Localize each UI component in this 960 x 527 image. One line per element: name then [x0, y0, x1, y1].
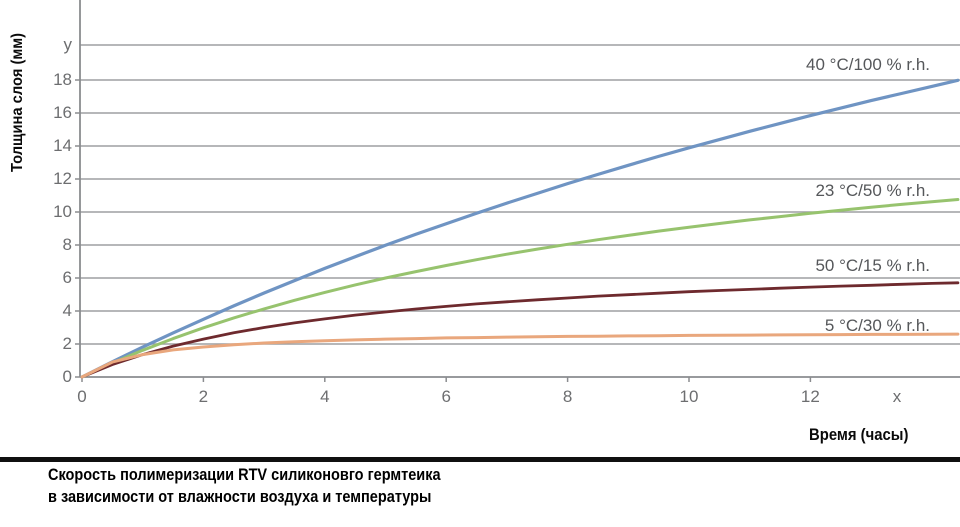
curve-3: [80, 332, 960, 379]
caption: Скорость полимеризации RTV силиконовго г…: [48, 464, 441, 508]
x-axis-end-symbol: x: [892, 387, 902, 406]
y-tick-label: 6: [62, 268, 72, 287]
y-tick-label: 14: [53, 136, 72, 155]
y-axis-end-symbol: y: [63, 35, 73, 54]
x-tick-label: 4: [320, 387, 330, 406]
y-tick-label: 4: [62, 301, 72, 320]
series-label-40c-100rh: 40 °C/100 % r.h.: [806, 55, 930, 74]
curve-2: [80, 281, 960, 379]
divider-rule: [0, 457, 960, 462]
x-tick-label: 12: [800, 387, 820, 406]
y-tick-label: 8: [62, 235, 72, 254]
plot-area: [75, 0, 960, 382]
y-tick-label: 16: [53, 103, 72, 122]
y-tick-label: 12: [53, 169, 72, 188]
y-tick-label: 0: [62, 367, 72, 386]
series-label-50c-15rh: 50 °C/15 % r.h.: [815, 256, 930, 275]
series-label-23c-50rh: 23 °C/50 % r.h.: [815, 181, 930, 200]
y-tick-label: 18: [53, 70, 72, 89]
x-tick-label: 8: [562, 387, 573, 406]
curve-1: [80, 198, 960, 379]
x-tick-label: 10: [679, 387, 699, 406]
caption-line-2: в зависимости от влажности воздуха и тем…: [48, 488, 432, 506]
curve-0: [80, 78, 960, 379]
x-tick-label: 0: [77, 387, 87, 406]
y-tick-label: 2: [62, 334, 72, 353]
y-tick-label: 10: [53, 202, 72, 221]
x-axis-title: Время (часы): [808, 426, 908, 444]
x-tick-label: 6: [441, 387, 451, 406]
caption-line-1: Скорость полимеризации RTV силиконовго г…: [48, 466, 441, 484]
y-axis-title: Толщина слоя (мм): [9, 32, 26, 172]
x-tick-label: 2: [198, 387, 209, 406]
series-label-5c-30rh: 5 °C/30 % r.h.: [824, 316, 930, 335]
